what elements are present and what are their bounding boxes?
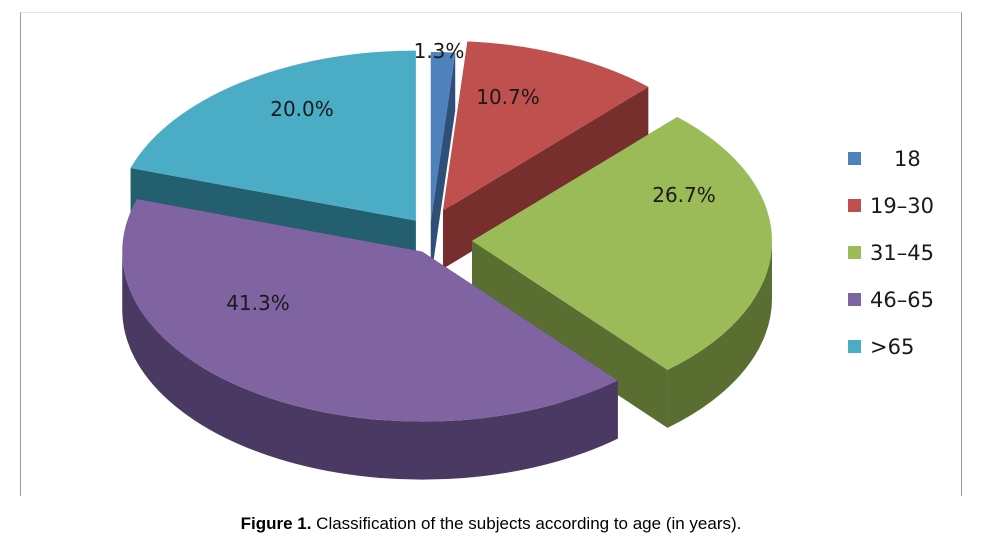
legend-label-2: 31–45	[870, 241, 934, 265]
slice-labels: 1.3% 10.7% 26.7% 41.3% 20.0%	[226, 39, 716, 315]
pie-slice-wall	[442, 86, 649, 269]
legend-label-0: 18	[894, 147, 921, 171]
pie-slice-side-0	[430, 52, 456, 281]
legend: 18 19–30 31–45 46–65 >65	[848, 147, 934, 359]
caption-figure-label: Figure 1.	[240, 514, 312, 533]
pie-slice-31–45	[471, 116, 772, 370]
legend-label-4: >65	[870, 335, 914, 359]
pie-slices	[122, 41, 772, 480]
pie-slice-46–65	[122, 199, 618, 422]
figure-caption: Figure 1. Classification of the subjects…	[0, 514, 982, 534]
pie-slice->65	[130, 50, 416, 221]
legend-swatch-4	[848, 340, 861, 353]
slice-label-4: 20.0%	[270, 97, 334, 121]
slice-label-1: 10.7%	[476, 85, 540, 109]
pie-slice-19–30	[442, 41, 649, 211]
pie-slice-rim	[667, 240, 772, 428]
legend-swatch-3	[848, 293, 861, 306]
legend-label-3: 46–65	[870, 288, 934, 312]
slice-label-3: 41.3%	[226, 291, 290, 315]
caption-text: Classification of the subjects according…	[311, 514, 742, 533]
pie-slice-wall	[471, 240, 668, 428]
slice-label-2: 26.7%	[652, 183, 716, 207]
pie-slice-18	[430, 52, 456, 223]
legend-label-1: 19–30	[870, 194, 934, 218]
pie-slice-rim	[122, 251, 618, 480]
pie-slice-wall	[430, 52, 456, 281]
legend-swatch-2	[848, 246, 861, 259]
legend-swatch-0	[848, 152, 861, 165]
legend-swatch-1	[848, 199, 861, 212]
chart-frame	[20, 12, 962, 496]
slice-label-0: 1.3%	[414, 39, 465, 63]
